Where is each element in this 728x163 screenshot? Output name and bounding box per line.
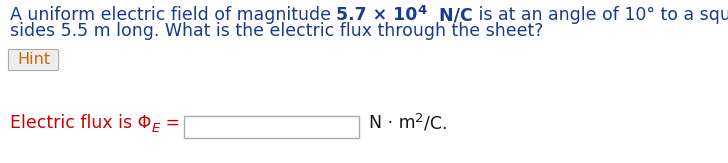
Text: N/C: N/C xyxy=(427,6,473,24)
Text: =: = xyxy=(159,114,180,132)
Text: 5.7 × 10: 5.7 × 10 xyxy=(336,6,418,24)
Text: /C.: /C. xyxy=(424,114,448,132)
Text: Hint: Hint xyxy=(17,52,50,67)
Text: Electric flux is Φ: Electric flux is Φ xyxy=(10,114,151,132)
Text: N · m: N · m xyxy=(369,114,416,132)
Text: A uniform electric field of magnitude: A uniform electric field of magnitude xyxy=(10,6,336,24)
Text: 4: 4 xyxy=(418,4,427,17)
Text: is at an angle of 10° to a square sheet with: is at an angle of 10° to a square sheet … xyxy=(473,6,728,24)
FancyBboxPatch shape xyxy=(9,50,59,71)
Bar xyxy=(184,116,359,138)
Text: E: E xyxy=(151,122,159,135)
Text: sides 5.5 m long. What is the electric flux through the sheet?: sides 5.5 m long. What is the electric f… xyxy=(10,22,543,40)
Text: 2: 2 xyxy=(416,112,424,125)
